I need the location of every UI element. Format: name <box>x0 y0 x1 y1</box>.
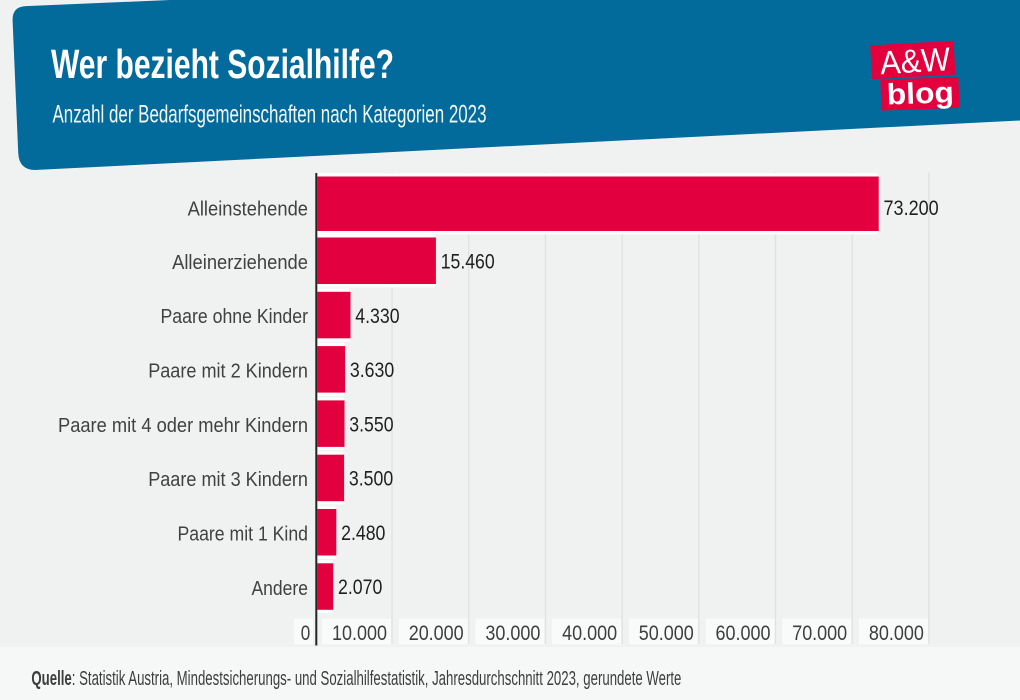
svg-text:70.000: 70.000 <box>792 621 847 645</box>
svg-text:40.000: 40.000 <box>562 621 617 645</box>
svg-text:80.000: 80.000 <box>869 621 924 645</box>
svg-text:blog: blog <box>886 76 954 111</box>
svg-text:Andere: Andere <box>252 578 309 600</box>
svg-text:3.630: 3.630 <box>350 358 394 382</box>
svg-text:3.550: 3.550 <box>349 412 393 436</box>
svg-text:3.500: 3.500 <box>349 467 393 491</box>
svg-text:Paare mit 4 oder mehr Kindern: Paare mit 4 oder mehr Kindern <box>58 415 308 437</box>
svg-text:Paare mit 3 Kindern: Paare mit 3 Kindern <box>148 469 308 491</box>
svg-text:50.000: 50.000 <box>639 621 694 645</box>
svg-text:Quelle: Statistik Austria, Min: Quelle: Statistik Austria, Mindestsicher… <box>31 668 681 690</box>
svg-text:Wer bezieht Sozialhilfe?: Wer bezieht Sozialhilfe? <box>51 41 394 87</box>
svg-text:60.000: 60.000 <box>716 621 771 645</box>
svg-text:Paare mit 2 Kindern: Paare mit 2 Kindern <box>148 361 308 383</box>
svg-text:73.200: 73.200 <box>884 196 939 220</box>
svg-text:20.000: 20.000 <box>409 621 464 645</box>
svg-text:2.070: 2.070 <box>338 575 382 599</box>
svg-text:Paare mit 1 Kind: Paare mit 1 Kind <box>178 524 309 546</box>
svg-text:15.460: 15.460 <box>441 249 495 273</box>
svg-text:Alleinstehende: Alleinstehende <box>188 198 308 220</box>
svg-text:30.000: 30.000 <box>485 621 540 645</box>
svg-text:2.480: 2.480 <box>341 521 385 545</box>
svg-text:Alleinerziehende: Alleinerziehende <box>172 252 308 274</box>
svg-text:10.000: 10.000 <box>332 621 387 645</box>
svg-text:Paare ohne Kinder: Paare ohne Kinder <box>161 306 309 328</box>
svg-text:0: 0 <box>301 621 311 645</box>
svg-text:A&W: A&W <box>879 40 952 81</box>
svg-text:4.330: 4.330 <box>355 304 399 328</box>
svg-text:Anzahl der Bedarfsgemeinschaft: Anzahl der Bedarfsgemeinschaften nach Ka… <box>53 101 487 129</box>
